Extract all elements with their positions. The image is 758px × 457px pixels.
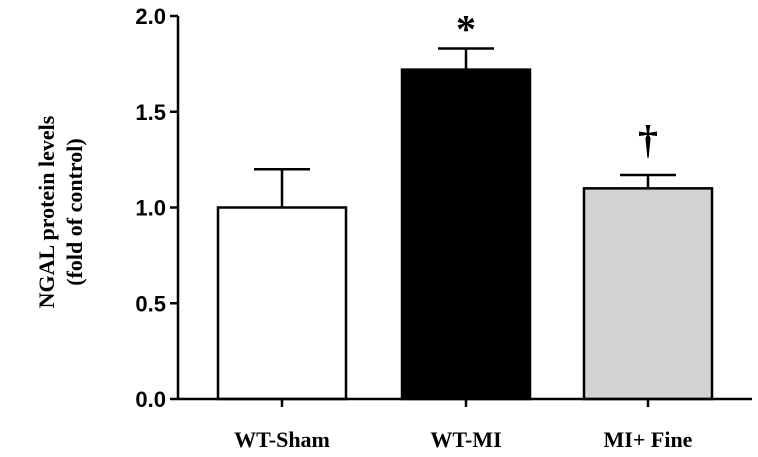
x-tick-label: MI+ Fine bbox=[604, 427, 693, 452]
y-tick-label: 0.5 bbox=[135, 291, 166, 316]
significance-dagger: † bbox=[638, 117, 658, 162]
x-tick-label: WT-Sham bbox=[234, 427, 330, 452]
y-tick-label: 0.0 bbox=[135, 387, 166, 412]
y-tick-label: 1.0 bbox=[135, 196, 166, 221]
y-tick-label: 1.5 bbox=[135, 100, 166, 125]
y-axis-label-line-1: NGAL protein levels bbox=[34, 115, 59, 308]
bar bbox=[216, 206, 348, 401]
bar bbox=[582, 187, 714, 401]
y-axis-label: NGAL protein levels (fold of control) bbox=[34, 115, 87, 308]
y-axis-label-line-2: (fold of control) bbox=[62, 138, 87, 285]
significance-asterisk: * bbox=[456, 7, 476, 52]
x-tick-label: WT-MI bbox=[430, 427, 501, 452]
bars-layer bbox=[216, 47, 714, 401]
bar bbox=[400, 68, 532, 401]
y-tick-label: 2.0 bbox=[135, 4, 166, 29]
axis-layer: 0.0 0.5 1.0 1.5 2.0 WT-Sham WT-MI * MI+ Fine † bbox=[135, 4, 752, 452]
